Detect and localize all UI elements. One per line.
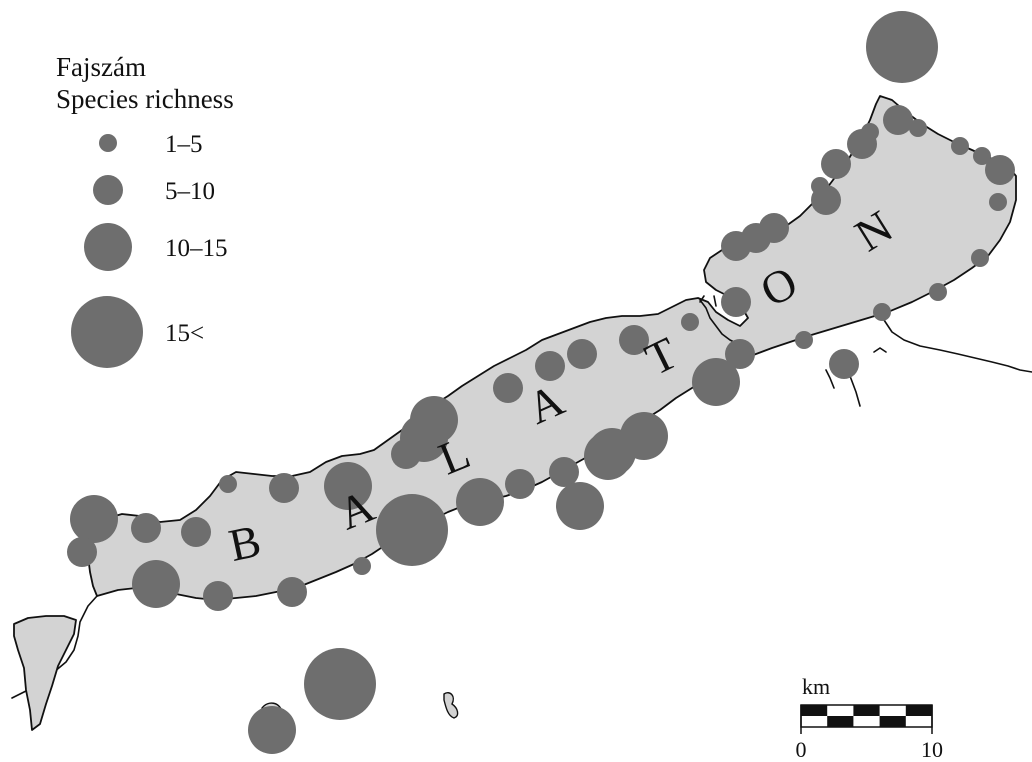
site-circle (971, 249, 989, 267)
site-circle (861, 123, 879, 141)
site-circle (829, 349, 859, 379)
site-circle (376, 494, 448, 566)
site-circle (873, 303, 891, 321)
legend-label-10-15: 10–15 (165, 235, 228, 262)
legend-title-hu: Fajszám (56, 52, 146, 82)
scale-cell (880, 716, 906, 727)
site-circle (456, 478, 504, 526)
site-circle (181, 517, 211, 547)
site-circle (70, 495, 118, 543)
site-circle (909, 119, 927, 137)
site-circle (866, 11, 938, 83)
legend-title-en: Species richness (56, 84, 234, 114)
legend-symbol-15-plus (71, 296, 143, 368)
scale-label-0: 0 (796, 737, 807, 762)
site-circle (811, 177, 829, 195)
site-circle (567, 339, 597, 369)
drain-east-3 (874, 348, 886, 352)
scale-unit: km (802, 674, 830, 699)
site-circle (493, 373, 523, 403)
site-circle (132, 560, 180, 608)
site-circle (67, 537, 97, 567)
site-circle (989, 193, 1007, 211)
legend-label-15-plus: 15< (165, 320, 204, 347)
site-circle (821, 149, 851, 179)
site-circle (353, 557, 371, 575)
legend-symbol-5-10 (93, 175, 123, 205)
kis-balaton-wetland (14, 616, 76, 730)
site-circle (681, 313, 699, 331)
legend: Fajszám Species richness 1–5 5–10 10–15 … (56, 52, 234, 368)
site-circle (219, 475, 237, 493)
site-circle (795, 331, 813, 349)
scale-cell (801, 705, 827, 716)
site-circle (883, 105, 913, 135)
legend-label-5-10: 5–10 (165, 178, 215, 205)
site-circle (721, 287, 751, 317)
site-circle (203, 581, 233, 611)
legend-symbol-1-5 (99, 134, 117, 152)
scale-cell (827, 716, 853, 727)
site-circle (248, 706, 296, 754)
scale-bar: km 0 10 (796, 674, 944, 762)
site-circle (929, 283, 947, 301)
site-circle (269, 473, 299, 503)
site-circle (549, 457, 579, 487)
site-circle (759, 213, 789, 243)
pond-south-2 (444, 693, 458, 718)
sio-channel (884, 320, 1032, 372)
site-circle (725, 339, 755, 369)
scale-cell (906, 705, 932, 716)
site-circle (951, 137, 969, 155)
site-circle (985, 155, 1015, 185)
site-circle (505, 469, 535, 499)
site-circle (584, 432, 632, 480)
site-circle (556, 482, 604, 530)
scale-cell (853, 705, 879, 716)
legend-label-1-5: 1–5 (165, 131, 203, 158)
site-circle (131, 513, 161, 543)
scale-label-10: 10 (921, 737, 943, 762)
legend-symbol-10-15 (84, 223, 132, 271)
site-circle (304, 648, 376, 720)
site-circle (277, 577, 307, 607)
